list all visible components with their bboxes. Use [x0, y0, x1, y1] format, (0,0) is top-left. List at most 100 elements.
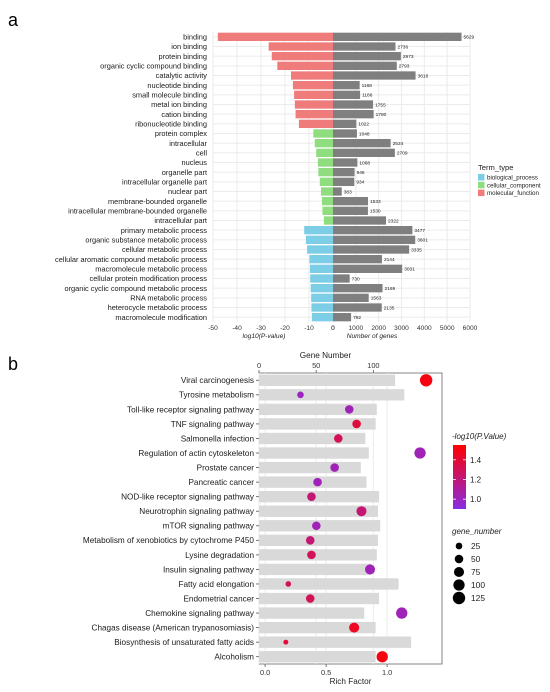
plot-panel [258, 372, 443, 665]
rich-factor-point [307, 550, 316, 560]
category-label: cellular aromatic compound metabolic pro… [55, 255, 207, 264]
top-tick-label: 0 [257, 361, 261, 370]
bar-value-label: 3335 [411, 247, 422, 253]
bar-value-label: 730 [352, 276, 360, 282]
tick-label-right: 1000 [348, 325, 363, 332]
rich-factor-point [334, 434, 343, 443]
genes-bar [333, 187, 342, 196]
gene-number-bar [259, 651, 376, 663]
category-label: NOD-like receptor signaling pathway [121, 493, 255, 502]
pvalue-bar [217, 32, 333, 41]
genes-bar [333, 293, 369, 302]
category-label: organic substance metabolic process [85, 235, 207, 244]
rich-factor-point [414, 447, 426, 459]
category-label: Neurotrophin signaling pathway [139, 507, 255, 516]
category-label: binding [183, 32, 207, 41]
category-label: Regulation of actin cytoskeleton [138, 449, 254, 458]
genes-bar [333, 197, 369, 206]
bar-value-label: 1533 [370, 199, 381, 205]
genes-bar [333, 216, 387, 225]
rich-factor-point [305, 594, 315, 603]
category-label: cation binding [161, 110, 207, 119]
pvalue-bar [310, 284, 333, 293]
category-label: ribonucleotide binding [135, 119, 207, 128]
category-label: Chagas disease (American trypanosomiasis… [92, 624, 255, 633]
genes-bar [333, 119, 357, 128]
genes-bar [333, 52, 401, 61]
size-legend-dot [453, 566, 465, 578]
color-legend-tick-label: 1.4 [470, 456, 482, 465]
genes-bar [333, 226, 413, 235]
category-label: small molecule binding [132, 90, 207, 99]
top-tick-label: 100 [367, 361, 379, 370]
gene-number-bar [259, 621, 376, 634]
bar-value-label: 2135 [384, 305, 395, 311]
category-label: intracellular part [154, 216, 207, 225]
bar-value-label: 3601 [417, 238, 428, 244]
genes-bar [333, 313, 352, 322]
gene-number-bar [259, 636, 412, 648]
category-label: cellular protein modification process [90, 274, 208, 283]
genes-bar [333, 274, 350, 283]
category-label: intracellular membrane-bounded organelle [68, 206, 207, 215]
x-axis-label-left: log10(P-value) [243, 333, 286, 340]
panel-b: Viral carcinogenesis Tyrosine metabolism T… [83, 351, 507, 686]
bar-value-label: 2524 [393, 141, 404, 147]
genes-bar [333, 129, 357, 138]
tick-label-left: -50 [208, 325, 218, 332]
tick-label-right: 5000 [440, 325, 455, 332]
genes-bar [333, 168, 355, 177]
pvalue-bar [304, 226, 333, 235]
bar-value-label: 383 [344, 189, 352, 195]
bar-value-label: 2736 [397, 44, 408, 50]
bar-value-label: 5629 [464, 35, 475, 41]
category-label: nuclear part [168, 187, 207, 196]
rich-factor-point [312, 521, 321, 531]
top-tick-label: 50 [312, 361, 320, 370]
category-label: Salmonella infection [181, 434, 255, 443]
panel-a: binding 5629 ion binding 2736 protein bindin… [55, 32, 541, 340]
genes-bar [333, 139, 391, 148]
pvalue-bar [311, 293, 333, 302]
category-label: Biosynthesis of unsaturated fatty acids [114, 638, 254, 647]
x-axis-label-right: Number of genes [347, 333, 398, 340]
category-label: intracellular organelle part [122, 177, 207, 186]
category-label: Prostate cancer [197, 463, 255, 472]
bottom-tick-label: 0.0 [260, 668, 270, 677]
size-legend-dot [452, 591, 466, 605]
tick-label-right: 6000 [463, 325, 478, 332]
genes-bar [333, 303, 382, 312]
pvalue-bar [314, 139, 333, 148]
bar-value-label: 1168 [362, 83, 373, 89]
category-label: metal ion binding [151, 100, 207, 109]
category-label: organic cyclic compound binding [100, 61, 207, 70]
size-legend-label: 75 [471, 567, 481, 577]
genes-bar [333, 158, 358, 167]
category-label: Chemokine signaling pathway [145, 609, 255, 618]
legend-swatch [478, 181, 485, 189]
color-legend-title: -log10(P.Value) [452, 432, 507, 441]
bar-value-label: 946 [357, 170, 365, 176]
tick-label-left: -30 [256, 325, 266, 332]
gene-number-bar [259, 389, 405, 401]
x-top-axis-title: Gene Number [300, 351, 352, 360]
genes-bar [333, 42, 396, 51]
genes-bar [333, 71, 416, 80]
gene-number-bar [259, 549, 377, 561]
gene-number-bar [259, 476, 367, 488]
category-label: Viral carcinogenesis [181, 376, 254, 385]
bar-value-label: 2973 [403, 54, 414, 60]
bar-value-label: 934 [356, 180, 364, 186]
bar-value-label: 2169 [385, 286, 396, 292]
category-label: macromolecule modification [115, 313, 207, 322]
pvalue-bar [305, 235, 333, 244]
bar-value-label: 2322 [388, 218, 399, 224]
panel-label-b: b [8, 354, 18, 374]
rich-factor-point [419, 374, 433, 387]
genes-bar [333, 245, 410, 254]
tick-label-left: -40 [232, 325, 242, 332]
pvalue-bar [313, 129, 333, 138]
bar-value-label: 1186 [362, 93, 373, 99]
bar-value-label: 792 [353, 315, 361, 321]
